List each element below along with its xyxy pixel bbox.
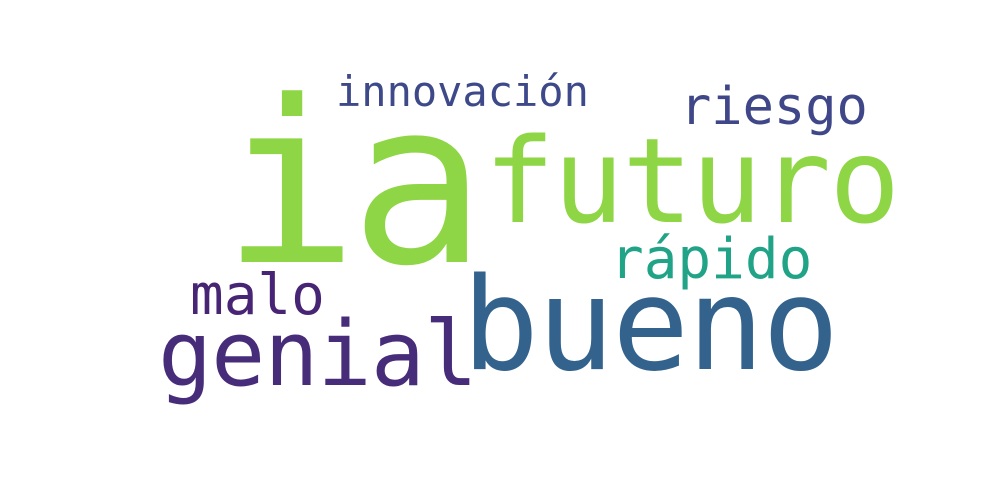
word-malo: malo bbox=[190, 263, 325, 328]
word-riesgo: riesgo bbox=[680, 77, 868, 137]
word-futuro: futuro bbox=[484, 112, 900, 250]
word-bueno: bueno bbox=[462, 251, 839, 400]
word-rapido: rápido bbox=[610, 227, 813, 292]
word-innovacion: innovación bbox=[336, 67, 589, 116]
word-ia: ia bbox=[222, 53, 486, 316]
word-genial: genial bbox=[158, 302, 478, 407]
